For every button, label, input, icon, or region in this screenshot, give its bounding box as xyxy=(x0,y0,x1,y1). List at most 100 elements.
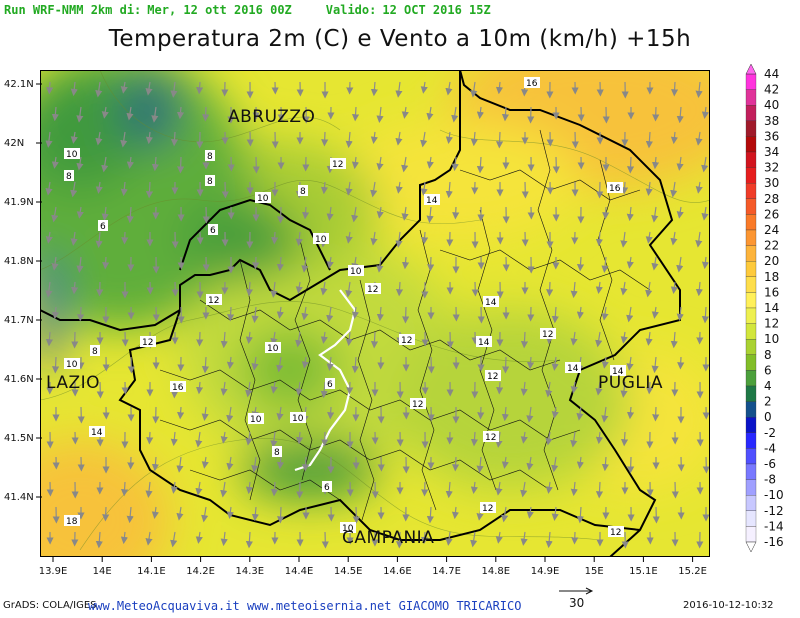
wind-arrow xyxy=(470,81,478,98)
wind-arrow xyxy=(276,506,285,524)
contour-label: 12 xyxy=(487,372,498,382)
wind-arrow xyxy=(145,181,154,199)
wind-arrow xyxy=(620,381,628,398)
wind-arrow xyxy=(626,306,634,323)
colorbar-swatch xyxy=(745,183,757,199)
colorbar-swatch xyxy=(745,370,757,387)
wind-arrow xyxy=(51,306,60,320)
colorbar-swatch xyxy=(745,89,757,106)
colorbar-level: 24 xyxy=(764,223,779,237)
wind-arrow xyxy=(526,356,535,370)
wind-arrow xyxy=(676,156,684,171)
wind-arrow xyxy=(301,306,309,321)
contour-label-bg xyxy=(607,182,623,193)
wind-arrow xyxy=(376,206,384,219)
wind-arrow xyxy=(676,206,684,219)
wind-arrow xyxy=(276,256,284,272)
colorbar-bottom-cap xyxy=(745,541,757,553)
contour-label: 12 xyxy=(542,330,553,340)
wind-arrow xyxy=(145,481,153,498)
wind-arrow xyxy=(426,156,434,169)
wind-scale-value: 30 xyxy=(569,596,584,610)
wind-arrow xyxy=(626,206,634,222)
colorbar-level: 38 xyxy=(764,114,779,128)
wind-arrow xyxy=(520,381,528,397)
contour-label: 12 xyxy=(142,338,153,348)
colorbar: 4442403836343230282624222018161412108642… xyxy=(745,63,784,553)
contour-label-bg xyxy=(90,345,100,356)
wind-arrow xyxy=(620,281,628,296)
contour-label: 14 xyxy=(478,338,490,348)
wind-arrow xyxy=(176,106,185,120)
contour-label: 10 xyxy=(342,524,354,534)
colorbar-level: 26 xyxy=(764,207,779,221)
lon-tick-label: 14.2E xyxy=(186,566,215,577)
wind-arrow xyxy=(401,256,410,270)
wind-arrow xyxy=(676,256,684,273)
wind-arrow xyxy=(645,331,653,346)
contour-label: 14 xyxy=(426,196,438,206)
colorbar-top-cap xyxy=(745,63,757,75)
wind-arrow xyxy=(376,156,384,171)
colorbar-swatch xyxy=(745,292,757,309)
wind-arrow xyxy=(45,181,53,196)
wind-arrow xyxy=(195,481,203,496)
wind-arrow xyxy=(176,456,184,473)
contour-label: 12 xyxy=(485,433,496,443)
wind-arrow xyxy=(245,481,253,495)
run-label: Run WRF-NMM 2km di: xyxy=(4,3,142,17)
wind-arrow xyxy=(701,206,709,221)
wind-arrow xyxy=(670,281,678,294)
contour-label: 10 xyxy=(257,194,269,204)
wind-arrow xyxy=(95,231,103,249)
colorbar-level: 0 xyxy=(764,410,772,424)
colorbar-swatch xyxy=(745,105,757,121)
contour-label-bg xyxy=(399,334,415,345)
wind-arrow xyxy=(426,206,434,224)
lon-tick-label: 14E xyxy=(93,566,112,577)
wind-arrow xyxy=(570,431,578,448)
contour-label: 12 xyxy=(482,504,493,514)
contour-label: 10 xyxy=(66,150,78,160)
wind-arrow xyxy=(226,506,234,519)
contour-label: 12 xyxy=(610,528,621,538)
lon-tick-label: 13.9E xyxy=(39,566,68,577)
wind-arrow xyxy=(551,506,559,522)
contour-label-bg xyxy=(483,431,499,442)
wind-arrow xyxy=(476,106,484,120)
grads-credit: GrADS: COLA/IGES xyxy=(3,600,97,611)
colorbar-level: -16 xyxy=(764,535,784,549)
latitude-axis: 42.1N 42N 41.9N 41.8N 41.7N 41.6N 41.5N 41.4N xyxy=(4,79,42,503)
contour-label: 8 xyxy=(207,152,213,162)
lat-tick-label: 41.4N xyxy=(4,492,34,503)
contour-label-bg xyxy=(98,220,108,231)
lon-tick-label: 14.8E xyxy=(482,566,511,577)
wind-arrow xyxy=(151,156,159,172)
wind-arrow xyxy=(695,131,703,146)
contour-label-bg xyxy=(340,522,356,533)
wind-arrow xyxy=(351,306,359,320)
contour-label: 8 xyxy=(274,448,280,458)
wind-arrow xyxy=(645,181,653,196)
wind-arrow xyxy=(251,356,259,371)
colorbar-level: 22 xyxy=(764,239,779,253)
wind-arrow xyxy=(546,281,554,297)
wind-arrow xyxy=(501,456,509,469)
colorbar-level: 34 xyxy=(764,145,779,159)
wind-arrow xyxy=(520,331,529,349)
contour-label: 8 xyxy=(207,177,213,187)
wind-arrow xyxy=(270,381,278,394)
wind-arrow xyxy=(270,431,278,448)
wind-arrow xyxy=(276,356,284,373)
wind-arrow xyxy=(395,131,403,146)
wind-arrow xyxy=(220,381,228,396)
colorbar-level: 44 xyxy=(764,67,779,81)
colorbar-swatch xyxy=(745,245,757,262)
wind-arrow xyxy=(95,131,103,146)
wind-arrow xyxy=(401,156,409,173)
contour-label: 12 xyxy=(401,336,412,346)
wind-arrow xyxy=(201,356,210,374)
wind-arrow xyxy=(270,331,278,346)
wind-arrow xyxy=(495,131,504,149)
wind-arrow xyxy=(76,206,84,219)
